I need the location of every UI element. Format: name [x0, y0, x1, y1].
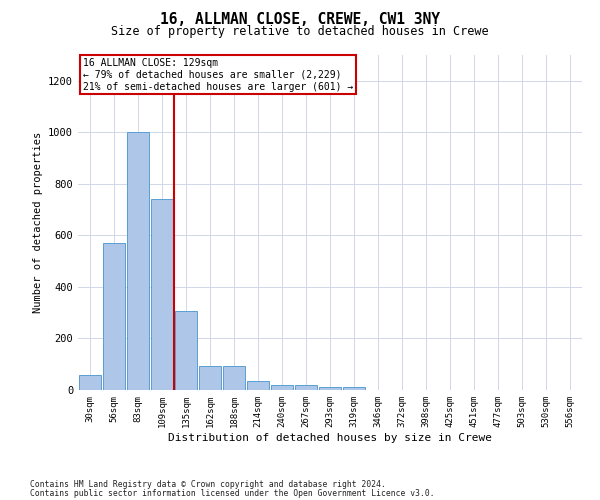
- Text: Contains public sector information licensed under the Open Government Licence v3: Contains public sector information licen…: [30, 488, 434, 498]
- Text: Contains HM Land Registry data © Crown copyright and database right 2024.: Contains HM Land Registry data © Crown c…: [30, 480, 386, 489]
- Bar: [79, 374, 101, 390]
- Text: 16 ALLMAN CLOSE: 129sqm
← 79% of detached houses are smaller (2,229)
21% of semi: 16 ALLMAN CLOSE: 129sqm ← 79% of detache…: [83, 58, 353, 92]
- Bar: [223, 366, 245, 390]
- Bar: [175, 312, 197, 390]
- Bar: [103, 243, 125, 390]
- Bar: [343, 388, 365, 390]
- Text: Size of property relative to detached houses in Crewe: Size of property relative to detached ho…: [111, 25, 489, 38]
- Bar: [151, 200, 173, 390]
- Bar: [199, 366, 221, 390]
- Bar: [271, 385, 293, 390]
- Bar: [247, 381, 269, 390]
- Bar: [295, 385, 317, 390]
- Bar: [127, 132, 149, 390]
- X-axis label: Distribution of detached houses by size in Crewe: Distribution of detached houses by size …: [168, 432, 492, 442]
- Y-axis label: Number of detached properties: Number of detached properties: [32, 132, 43, 313]
- Bar: [319, 388, 341, 390]
- Text: 16, ALLMAN CLOSE, CREWE, CW1 3NY: 16, ALLMAN CLOSE, CREWE, CW1 3NY: [160, 12, 440, 28]
